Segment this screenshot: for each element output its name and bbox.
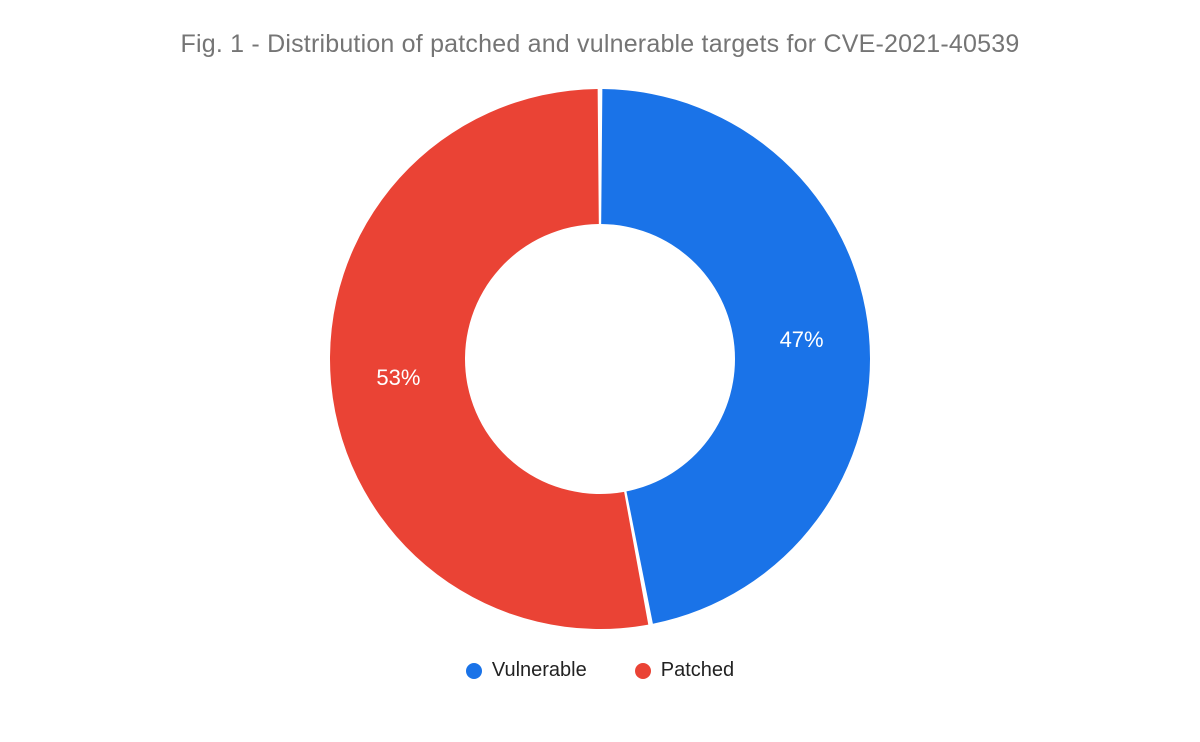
donut-slice-patched [330, 89, 648, 629]
legend-swatch-patched [635, 663, 651, 679]
donut-slice-vulnerable [601, 89, 870, 624]
chart-title: Fig. 1 - Distribution of patched and vul… [181, 30, 1020, 59]
legend-label-patched: Patched [661, 659, 734, 682]
chart-container: Fig. 1 - Distribution of patched and vul… [0, 0, 1200, 742]
legend-item-patched: Patched [635, 659, 734, 682]
slice-label-vulnerable: 47% [780, 327, 824, 353]
legend-label-vulnerable: Vulnerable [492, 659, 587, 682]
slice-label-patched: 53% [376, 365, 420, 391]
legend: Vulnerable Patched [466, 659, 734, 682]
donut-svg [320, 79, 880, 639]
legend-swatch-vulnerable [466, 663, 482, 679]
donut-chart: 47% 53% [320, 79, 880, 639]
legend-item-vulnerable: Vulnerable [466, 659, 587, 682]
